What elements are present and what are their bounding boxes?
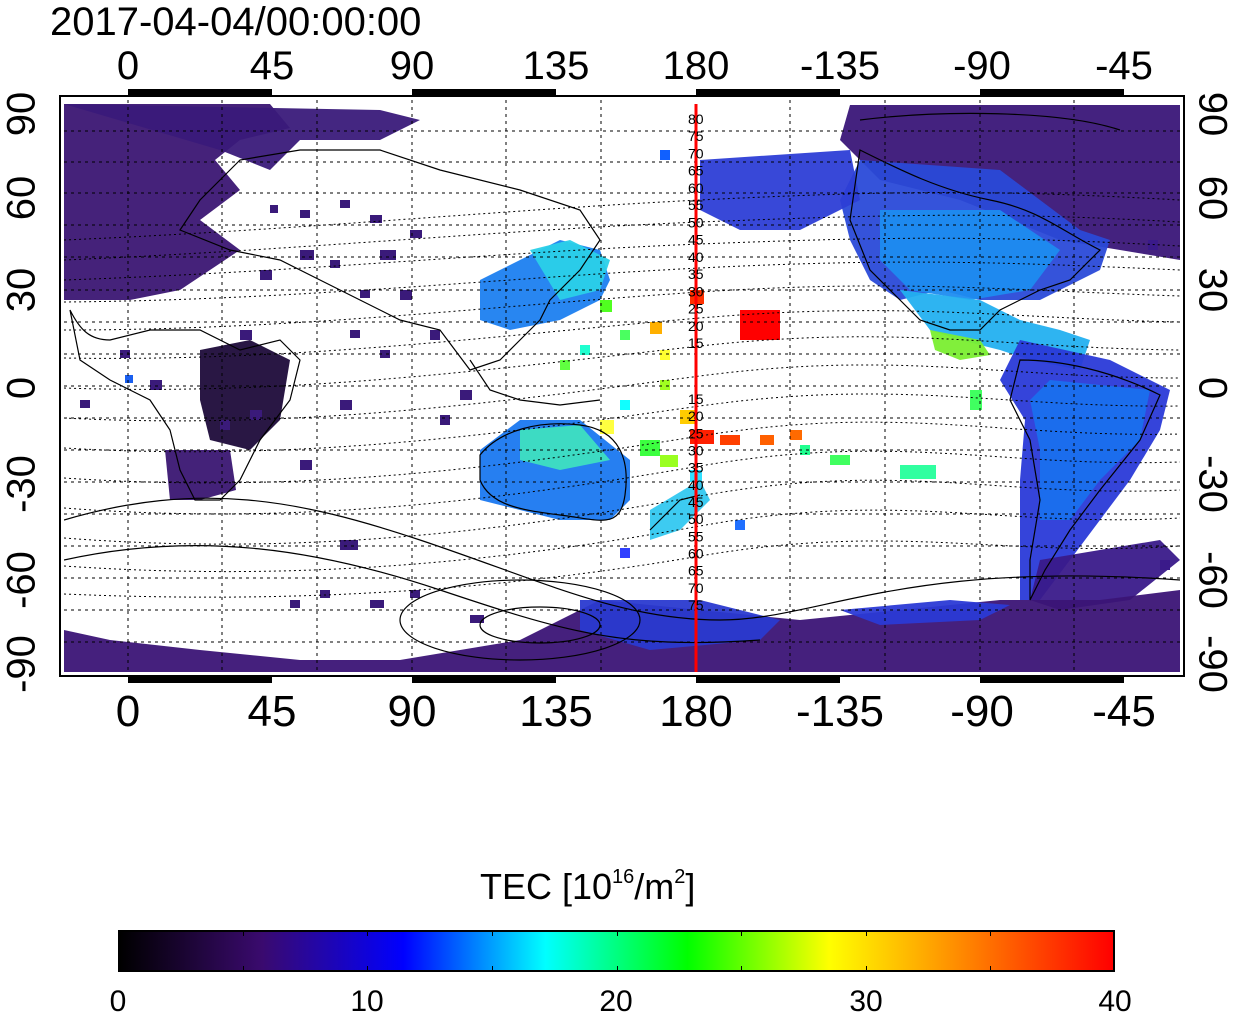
meridian-label: 60 <box>688 546 704 562</box>
top-tick-1: 45 <box>249 44 295 88</box>
left-tick-90: 90 <box>0 91 44 137</box>
colorbar-minor-tick <box>491 966 493 972</box>
top-tick-6: -90 <box>953 44 1011 88</box>
meridian-label: 35 <box>688 460 704 476</box>
meridian-label: 45 <box>688 494 704 510</box>
colorbar-minor-tick <box>616 966 618 972</box>
tec-dark-scatter <box>80 200 484 623</box>
left-tick-0: 0 <box>0 376 44 400</box>
right-tick-m30: -30 <box>1190 455 1235 513</box>
bottom-tick-5: -135 <box>795 687 885 736</box>
top-tick-2: 90 <box>389 44 435 88</box>
bottom-tick-2: 90 <box>387 687 437 736</box>
meridian-label: 40 <box>688 249 704 265</box>
meridian-label: 65 <box>688 563 704 579</box>
colorbar-minor-tick <box>741 966 743 972</box>
meridian-label: 50 <box>688 511 704 527</box>
bottom-tick-1: 45 <box>247 687 297 736</box>
meridian-label: 65 <box>688 163 704 179</box>
meridian-label: 60 <box>688 180 704 196</box>
left-tick-m60: -60 <box>0 551 44 609</box>
meridian-label: 35 <box>688 266 704 282</box>
bottom-tick-4: 180 <box>659 687 733 736</box>
top-tick-5: -135 <box>799 44 881 88</box>
right-tick-m90: -90 <box>1190 635 1235 693</box>
top-tick-3: 135 <box>522 44 590 88</box>
colorbar-minor-tick <box>990 966 992 972</box>
meridian-label: 20 <box>688 408 704 424</box>
left-tick-m30: -30 <box>0 455 44 513</box>
colorbar-minor-tick <box>865 966 867 972</box>
bottom-tick-6: -90 <box>950 687 1014 736</box>
coastlines <box>69 149 1161 601</box>
meridian-label: 70 <box>688 145 704 161</box>
bottom-tick-0: 0 <box>115 687 141 736</box>
lat-lon-grid <box>64 100 1180 672</box>
tec-scatter-points <box>125 150 1170 570</box>
right-tick-30: 30 <box>1190 267 1235 313</box>
colorbar-minor-tick <box>616 930 618 936</box>
right-tick-m60: -60 <box>1190 551 1235 609</box>
colorbar-tick-0: 0 <box>109 985 127 1018</box>
left-tick-60: 60 <box>0 175 44 221</box>
meridian-label: 55 <box>688 528 704 544</box>
meridian-label: 80 <box>688 111 704 127</box>
colorbar-title: TEC [1016/m2] <box>480 866 696 907</box>
meridian-label: 40 <box>688 477 704 493</box>
magnetic-contours-solid <box>64 112 1180 661</box>
top-tick-4: 180 <box>662 44 730 88</box>
meridian-label: 70 <box>688 580 704 596</box>
meridian-label: 50 <box>688 214 704 230</box>
colorbar-minor-tick <box>242 966 244 972</box>
timestamp-label: 2017-04-04/00:00:00 <box>50 0 422 44</box>
colorbar-minor-tick <box>990 930 992 936</box>
meridian-label: 75 <box>688 128 704 144</box>
left-tick-30: 30 <box>0 267 44 313</box>
meridian-labels: 8075706560555045403530252015152025303540… <box>688 111 704 613</box>
colorbar-tick-30: 30 <box>849 985 883 1018</box>
colorbar-minor-tick <box>367 966 369 972</box>
right-tick-60: 60 <box>1190 175 1235 221</box>
colorbar-tick-10: 10 <box>350 985 384 1018</box>
colorbar-minor-tick <box>367 930 369 936</box>
colorbar-minor-tick <box>242 930 244 936</box>
meridian-label: 25 <box>688 301 704 317</box>
meridian-label: 15 <box>688 391 704 407</box>
meridian-label: 45 <box>688 232 704 248</box>
left-tick-m90: -90 <box>0 635 44 693</box>
meridian-label: 25 <box>688 425 704 441</box>
top-tick-0: 0 <box>116 44 140 88</box>
meridian-label: 75 <box>688 597 704 613</box>
tec-map: 8075706560555045403530252015152025303540… <box>59 89 1185 683</box>
bottom-tick-7: -45 <box>1092 687 1156 736</box>
frame-border-dashes <box>128 89 1124 683</box>
meridian-label: 15 <box>688 335 704 351</box>
colorbar-tick-20: 20 <box>599 985 633 1018</box>
meridian-label: 30 <box>688 283 704 299</box>
bottom-tick-3: 135 <box>519 687 593 736</box>
colorbar-tick-40: 40 <box>1098 985 1132 1018</box>
colorbar-minor-tick <box>491 930 493 936</box>
meridian-label: 20 <box>688 318 704 334</box>
colorbar-minor-tick <box>865 930 867 936</box>
meridian-label: 55 <box>688 197 704 213</box>
right-tick-90: 90 <box>1190 91 1235 137</box>
top-tick-7: -45 <box>1095 44 1153 88</box>
colorbar-minor-tick <box>741 930 743 936</box>
magnetic-contours <box>64 192 1180 598</box>
right-tick-0: 0 <box>1190 376 1235 400</box>
meridian-label: 30 <box>688 443 704 459</box>
